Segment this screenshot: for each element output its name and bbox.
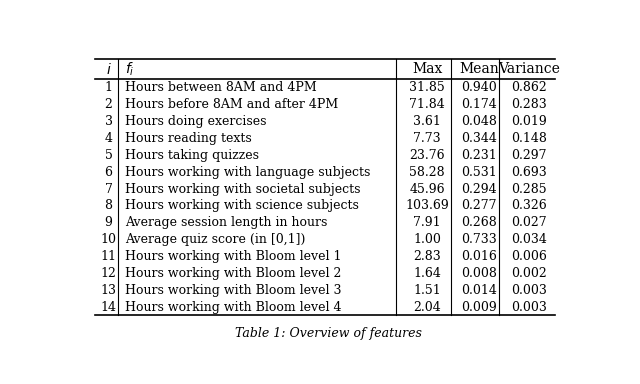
Text: 0.048: 0.048 xyxy=(461,115,497,128)
Text: 0.268: 0.268 xyxy=(461,216,497,229)
Text: 0.019: 0.019 xyxy=(511,115,547,128)
Text: Average quiz score (in [0,1]): Average quiz score (in [0,1]) xyxy=(125,233,305,246)
Text: 0.002: 0.002 xyxy=(511,267,547,280)
Text: 2: 2 xyxy=(104,98,113,111)
Text: 0.034: 0.034 xyxy=(511,233,547,246)
Text: $f_i$: $f_i$ xyxy=(125,61,134,78)
Text: 0.277: 0.277 xyxy=(461,199,497,212)
Text: Hours taking quizzes: Hours taking quizzes xyxy=(125,149,259,162)
Text: 7.73: 7.73 xyxy=(413,132,441,145)
Text: 2.04: 2.04 xyxy=(413,301,441,313)
Text: 31.85: 31.85 xyxy=(410,81,445,94)
Text: 1: 1 xyxy=(104,81,113,94)
Text: 0.294: 0.294 xyxy=(461,182,497,195)
Text: 0.148: 0.148 xyxy=(511,132,547,145)
Text: 103.69: 103.69 xyxy=(405,199,449,212)
Text: 0.006: 0.006 xyxy=(511,250,547,263)
Text: Average session length in hours: Average session length in hours xyxy=(125,216,327,229)
Text: 1.51: 1.51 xyxy=(413,284,441,297)
Text: 5: 5 xyxy=(104,149,113,162)
Text: Max: Max xyxy=(412,63,442,76)
Text: 58.28: 58.28 xyxy=(410,166,445,179)
Text: 0.733: 0.733 xyxy=(461,233,497,246)
Text: Hours before 8AM and after 4PM: Hours before 8AM and after 4PM xyxy=(125,98,338,111)
Text: 0.297: 0.297 xyxy=(511,149,547,162)
Text: Hours working with Bloom level 2: Hours working with Bloom level 2 xyxy=(125,267,341,280)
Text: 13: 13 xyxy=(100,284,116,297)
Text: 3.61: 3.61 xyxy=(413,115,441,128)
Text: 0.940: 0.940 xyxy=(461,81,497,94)
Text: Hours working with language subjects: Hours working with language subjects xyxy=(125,166,370,179)
Text: Hours working with Bloom level 3: Hours working with Bloom level 3 xyxy=(125,284,341,297)
Text: 71.84: 71.84 xyxy=(410,98,445,111)
Text: 0.862: 0.862 xyxy=(511,81,547,94)
Text: 0.016: 0.016 xyxy=(461,250,497,263)
Text: $i$: $i$ xyxy=(106,62,111,77)
Text: 45.96: 45.96 xyxy=(410,182,445,195)
Text: Table 1: Overview of features: Table 1: Overview of features xyxy=(235,327,421,340)
Text: Hours between 8AM and 4PM: Hours between 8AM and 4PM xyxy=(125,81,316,94)
Text: 0.326: 0.326 xyxy=(511,199,547,212)
Text: 0.003: 0.003 xyxy=(511,284,547,297)
Text: 7.91: 7.91 xyxy=(413,216,441,229)
Text: 14: 14 xyxy=(100,301,116,313)
Text: Hours working with societal subjects: Hours working with societal subjects xyxy=(125,182,360,195)
Text: 11: 11 xyxy=(100,250,116,263)
Text: 7: 7 xyxy=(104,182,113,195)
Text: 0.027: 0.027 xyxy=(511,216,547,229)
Text: 0.174: 0.174 xyxy=(461,98,497,111)
Text: 1.64: 1.64 xyxy=(413,267,441,280)
Text: 8: 8 xyxy=(104,199,113,212)
Text: 12: 12 xyxy=(100,267,116,280)
Text: 0.231: 0.231 xyxy=(461,149,497,162)
Text: 10: 10 xyxy=(100,233,116,246)
Text: Hours reading texts: Hours reading texts xyxy=(125,132,252,145)
Text: 2.83: 2.83 xyxy=(413,250,441,263)
Text: 0.531: 0.531 xyxy=(461,166,497,179)
Text: 0.285: 0.285 xyxy=(511,182,547,195)
Text: 0.009: 0.009 xyxy=(461,301,497,313)
Text: Variance: Variance xyxy=(498,63,560,76)
Text: 3: 3 xyxy=(104,115,113,128)
Text: 0.283: 0.283 xyxy=(511,98,547,111)
Text: 6: 6 xyxy=(104,166,113,179)
Text: Hours working with Bloom level 4: Hours working with Bloom level 4 xyxy=(125,301,341,313)
Text: Hours doing exercises: Hours doing exercises xyxy=(125,115,266,128)
Text: 0.014: 0.014 xyxy=(461,284,497,297)
Text: 23.76: 23.76 xyxy=(410,149,445,162)
Text: 0.008: 0.008 xyxy=(461,267,497,280)
Text: Hours working with science subjects: Hours working with science subjects xyxy=(125,199,358,212)
Text: 9: 9 xyxy=(104,216,113,229)
Text: 4: 4 xyxy=(104,132,113,145)
Text: 0.344: 0.344 xyxy=(461,132,497,145)
Text: 1.00: 1.00 xyxy=(413,233,441,246)
Text: 0.693: 0.693 xyxy=(511,166,547,179)
Text: Mean: Mean xyxy=(459,63,499,76)
Text: 0.003: 0.003 xyxy=(511,301,547,313)
Text: Hours working with Bloom level 1: Hours working with Bloom level 1 xyxy=(125,250,341,263)
